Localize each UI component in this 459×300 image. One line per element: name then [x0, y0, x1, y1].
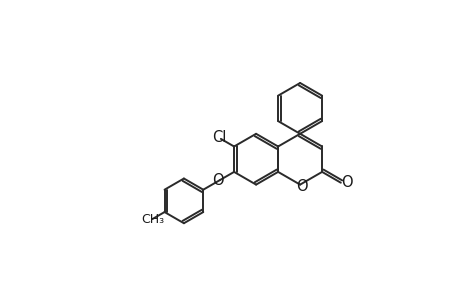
Text: O: O — [341, 175, 352, 190]
Text: O: O — [295, 178, 307, 194]
Text: Cl: Cl — [212, 130, 226, 145]
Text: O: O — [211, 173, 223, 188]
Text: CH₃: CH₃ — [140, 212, 164, 226]
